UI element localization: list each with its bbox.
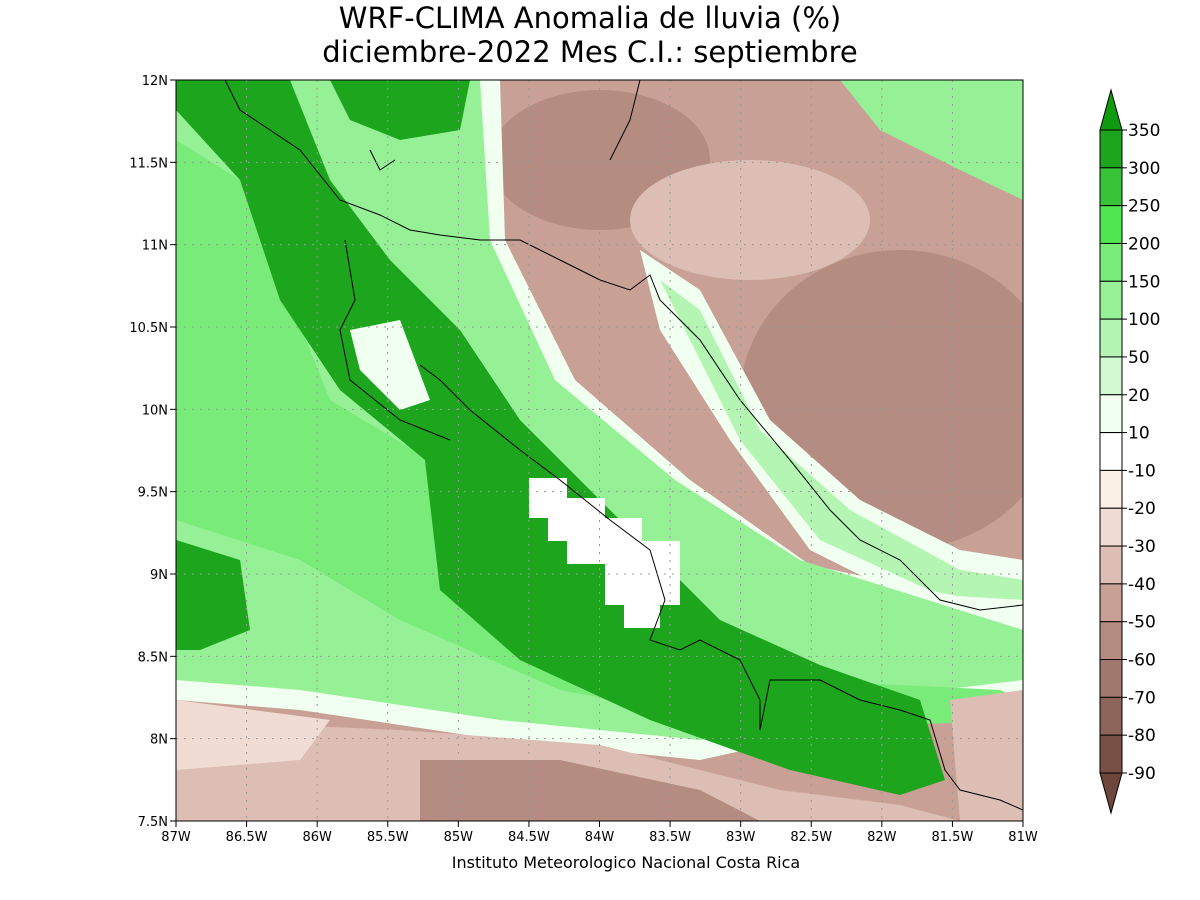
colorbar-label: -90 — [1128, 764, 1156, 784]
colorbar-label: 20 — [1128, 386, 1150, 406]
colorbar-label: 50 — [1128, 348, 1150, 368]
lat-tick-label: 9N — [150, 568, 168, 583]
colorbar-swatch — [1099, 318, 1123, 358]
lon-tick-label: 82W — [867, 830, 897, 845]
colorbar-label: 200 — [1128, 234, 1160, 254]
lon-tick-label: 81W — [1008, 830, 1038, 845]
lat-tick-label: 12N — [142, 74, 168, 89]
lon-tick-label: 86.5W — [226, 830, 268, 845]
lat-tick-label: 7.5N — [138, 815, 168, 830]
footer: Instituto Meteorologico Nacional Costa R… — [452, 853, 800, 872]
lat-tick-label: 10N — [142, 403, 168, 418]
colorbar-label: -50 — [1128, 613, 1156, 633]
lon-tick-label: 84.5W — [508, 830, 550, 845]
lat-tick-label: 8N — [150, 733, 168, 748]
lat-tick-label: 9.5N — [138, 486, 168, 501]
title-line: diciembre-2022 Mes C.I.: septiembre — [322, 35, 857, 69]
lat-tick-label: 8.5N — [138, 650, 168, 665]
colorbar-label: -70 — [1128, 688, 1156, 708]
colorbar-swatch — [1099, 394, 1123, 434]
lon-tick-label: 83.5W — [649, 830, 691, 845]
colorbar-swatch — [1099, 545, 1123, 585]
lon-tick-label: 84W — [585, 830, 615, 845]
colorbar-label: -40 — [1128, 575, 1156, 595]
colorbar-swatch — [1099, 469, 1123, 509]
colorbar-extend — [1099, 772, 1123, 815]
lon-tick-label: 87W — [161, 830, 191, 845]
coastlines — [224, 80, 1023, 811]
colorbar-swatch — [1099, 432, 1123, 471]
lon-tick-label: 81.5W — [932, 830, 974, 845]
colorbar-label: 350 — [1128, 121, 1160, 141]
anomaly-field — [176, 80, 1023, 821]
colorbar-label: -10 — [1128, 461, 1156, 481]
lon-tick-label: 85W — [444, 830, 474, 845]
colorbar-label: -60 — [1128, 651, 1156, 671]
colorbar-label: 100 — [1128, 310, 1160, 330]
colorbar-swatch — [1099, 507, 1123, 547]
colorbar-swatch — [1099, 734, 1123, 774]
colorbar-label: -20 — [1128, 499, 1156, 519]
colorbar-swatch — [1099, 205, 1123, 244]
lon-tick-label: 85.5W — [367, 830, 409, 845]
colorbar-swatch — [1099, 356, 1123, 396]
colorbar-swatch — [1099, 659, 1123, 698]
colorbar-label: 250 — [1128, 197, 1160, 217]
colorbar-swatch — [1099, 621, 1123, 661]
colorbar-label: 150 — [1128, 272, 1160, 292]
lon-tick-label: 83W — [726, 830, 756, 845]
lat-tick-label: 10.5N — [129, 321, 168, 336]
colorbar-label: 300 — [1128, 159, 1160, 179]
lat-tick-label: 11.5N — [129, 156, 168, 171]
colorbar-swatch — [1099, 696, 1123, 736]
colorbar-swatch — [1099, 167, 1123, 207]
lon-tick-label: 82.5W — [790, 830, 832, 845]
colorbar-swatch — [1099, 242, 1123, 282]
colorbar-label: 10 — [1128, 424, 1150, 444]
colorbar-label: -80 — [1128, 726, 1156, 746]
colorbar-swatch — [1099, 583, 1123, 623]
colorbar-extend — [1099, 88, 1123, 131]
colorbar-label: -30 — [1128, 537, 1156, 557]
title-line: WRF-CLIMA Anomalia de lluvia (%) — [339, 1, 841, 35]
lat-tick-label: 11N — [142, 239, 168, 254]
colorbar-swatch — [1099, 280, 1123, 320]
colorbar-swatch — [1099, 129, 1123, 169]
lon-tick-label: 86W — [302, 830, 332, 845]
graticule — [176, 80, 1023, 821]
